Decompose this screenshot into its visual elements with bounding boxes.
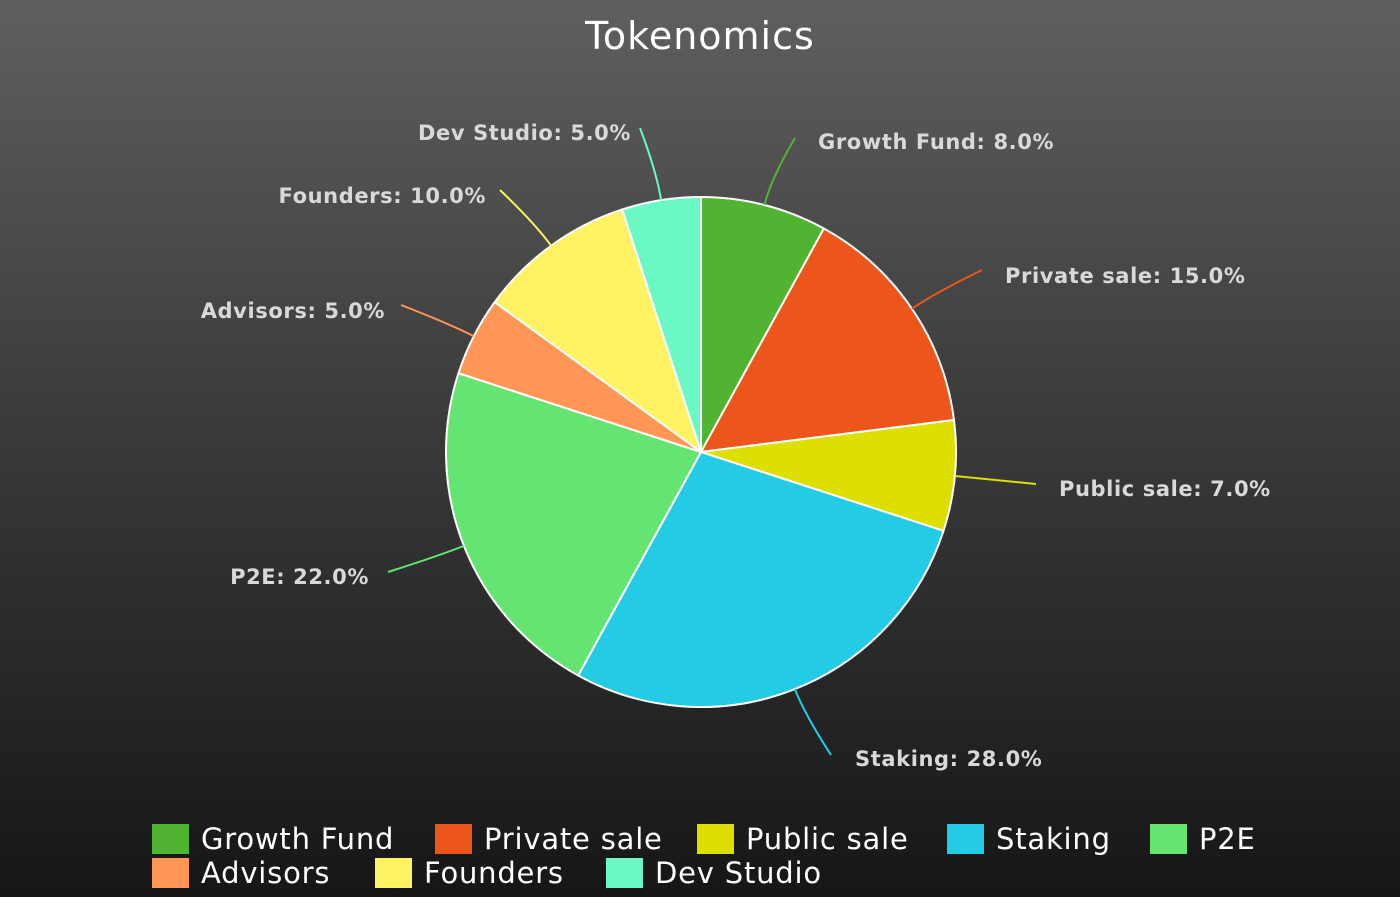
connector-line — [793, 688, 832, 756]
legend-item-dev-studio[interactable]: Dev Studio — [606, 856, 822, 890]
legend-row: Advisors Founders Dev Studio — [152, 856, 1302, 890]
slice-label: Private sale: 15.0% — [1005, 264, 1245, 288]
connector-line — [387, 544, 465, 573]
chart-title: Tokenomics — [585, 14, 815, 58]
slice-label: Advisors: 5.0% — [201, 299, 385, 323]
legend-label: Public sale — [746, 822, 909, 856]
legend-swatch — [375, 858, 412, 888]
legend-item-private-sale[interactable]: Private sale — [435, 822, 663, 856]
connector-line — [639, 127, 663, 201]
legend-item-staking[interactable]: Staking — [947, 822, 1111, 856]
connector-line — [499, 189, 552, 247]
legend-label: Founders — [424, 856, 564, 890]
legend-label: Growth Fund — [201, 822, 395, 856]
slice-label: Founders: 10.0% — [278, 184, 486, 208]
connector-line — [400, 304, 475, 338]
legend: Growth Fund Private sale Public sale Sta… — [152, 822, 1302, 890]
slice-label: Growth Fund: 8.0% — [818, 130, 1054, 154]
legend-item-growth-fund[interactable]: Growth Fund — [152, 822, 394, 856]
pie-slice-founders[interactable] — [493, 208, 702, 453]
legend-label: Advisors — [201, 856, 331, 890]
connector-line — [763, 137, 796, 206]
slice-label: Staking: 28.0% — [855, 747, 1042, 771]
legend-item-public-sale[interactable]: Public sale — [697, 822, 909, 856]
legend-swatch — [152, 824, 189, 854]
connector-line — [911, 269, 983, 310]
pie-slice-private-sale[interactable] — [700, 227, 955, 453]
legend-row: Growth Fund Private sale Public sale Sta… — [152, 822, 1302, 856]
legend-item-p2e[interactable]: P2E — [1150, 822, 1256, 856]
slice-label: P2E: 22.0% — [230, 565, 369, 589]
legend-item-advisors[interactable]: Advisors — [152, 856, 330, 890]
legend-swatch — [152, 858, 189, 888]
legend-swatch — [947, 824, 984, 854]
legend-swatch — [697, 824, 734, 854]
legend-swatch — [435, 824, 472, 854]
pie-slice-p2e[interactable] — [445, 372, 702, 677]
pie-slice-growth-fund[interactable] — [700, 196, 825, 453]
legend-label: Private sale — [484, 822, 663, 856]
legend-label: Staking — [996, 822, 1111, 856]
slice-label: Dev Studio: 5.0% — [418, 121, 631, 145]
connector-line — [954, 475, 1037, 485]
legend-label: Dev Studio — [655, 856, 822, 890]
pie-slice-dev-studio[interactable] — [621, 196, 702, 453]
legend-swatch — [606, 858, 643, 888]
legend-swatch — [1150, 824, 1187, 854]
pie-slice-staking[interactable] — [577, 451, 945, 708]
legend-item-founders[interactable]: Founders — [375, 856, 564, 890]
slice-label: Public sale: 7.0% — [1059, 477, 1271, 501]
pie-slice-public-sale[interactable] — [700, 419, 957, 532]
legend-label: P2E — [1199, 822, 1256, 856]
